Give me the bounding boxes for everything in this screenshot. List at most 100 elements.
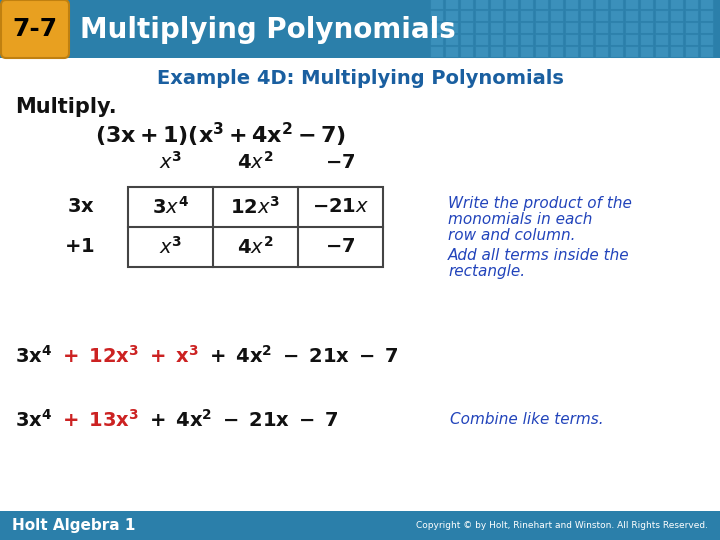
Bar: [580, 46, 593, 57]
Bar: [670, 22, 683, 33]
Text: Example 4D: Multiplying Polynomials: Example 4D: Multiplying Polynomials: [156, 69, 564, 87]
Bar: [565, 0, 578, 9]
Bar: [505, 0, 518, 9]
Bar: [128, 187, 383, 267]
Text: Combine like terms.: Combine like terms.: [450, 413, 603, 428]
Text: $\mathbf{3x^4}$: $\mathbf{3x^4}$: [15, 345, 52, 367]
Bar: [520, 22, 533, 33]
Bar: [460, 34, 473, 45]
Bar: [475, 0, 488, 9]
Bar: [610, 34, 623, 45]
Bar: [490, 0, 503, 9]
Bar: [625, 10, 638, 21]
Bar: [625, 46, 638, 57]
Text: Multiplying Polynomials: Multiplying Polynomials: [80, 16, 456, 44]
Bar: [685, 22, 698, 33]
Bar: [685, 10, 698, 21]
Bar: [685, 0, 698, 9]
Text: $\mathbf{\ +\ 12x^3}$: $\mathbf{\ +\ 12x^3}$: [52, 345, 139, 367]
Text: $\mathbf{+1}$: $\mathbf{+1}$: [64, 238, 95, 256]
Bar: [430, 10, 443, 21]
Text: $\mathbf{3x}$: $\mathbf{3x}$: [67, 198, 95, 217]
Text: $\mathbf{\ +\ x^3}$: $\mathbf{\ +\ x^3}$: [139, 345, 199, 367]
Bar: [505, 46, 518, 57]
Bar: [625, 22, 638, 33]
Text: $\mathbf{(3x + 1)(x^3 + 4x^2 - 7)}$: $\mathbf{(3x + 1)(x^3 + 4x^2 - 7)}$: [95, 121, 346, 149]
Bar: [445, 34, 458, 45]
Bar: [445, 46, 458, 57]
Bar: [430, 34, 443, 45]
Bar: [565, 22, 578, 33]
Bar: [460, 22, 473, 33]
Text: Holt Algebra 1: Holt Algebra 1: [12, 518, 135, 533]
Bar: [460, 0, 473, 9]
Bar: [595, 0, 608, 9]
Bar: [700, 34, 713, 45]
Bar: [595, 46, 608, 57]
Bar: [700, 10, 713, 21]
Text: monomials in each: monomials in each: [448, 212, 593, 227]
Text: $\mathbf{\ +\ 4x^2\ -\ 21x\ -\ 7}$: $\mathbf{\ +\ 4x^2\ -\ 21x\ -\ 7}$: [139, 409, 339, 431]
Bar: [0, 511, 720, 540]
Bar: [655, 0, 668, 9]
Bar: [565, 34, 578, 45]
Bar: [550, 46, 563, 57]
Bar: [490, 46, 503, 57]
Bar: [610, 10, 623, 21]
Text: $\mathbf{4\mathit{x}^2}$: $\mathbf{4\mathit{x}^2}$: [238, 151, 274, 173]
Bar: [625, 0, 638, 9]
Bar: [565, 46, 578, 57]
Text: Add all terms inside the: Add all terms inside the: [448, 248, 629, 263]
Bar: [655, 10, 668, 21]
Bar: [460, 46, 473, 57]
Bar: [700, 46, 713, 57]
Bar: [550, 0, 563, 9]
Text: $\mathbf{-21\mathit{x}}$: $\mathbf{-21\mathit{x}}$: [312, 198, 369, 217]
Bar: [670, 10, 683, 21]
Text: $\mathbf{-7}$: $\mathbf{-7}$: [325, 152, 356, 172]
Text: $\mathbf{\ +\ 4x^2\ -\ 21x\ -\ 7}$: $\mathbf{\ +\ 4x^2\ -\ 21x\ -\ 7}$: [199, 345, 399, 367]
Bar: [595, 34, 608, 45]
Text: Multiply.: Multiply.: [15, 97, 117, 117]
Bar: [520, 0, 533, 9]
Bar: [535, 10, 548, 21]
Bar: [580, 0, 593, 9]
Bar: [445, 10, 458, 21]
Bar: [535, 46, 548, 57]
Text: $\mathbf{12\mathit{x}^3}$: $\mathbf{12\mathit{x}^3}$: [230, 196, 281, 218]
Bar: [0, 0, 720, 58]
Bar: [685, 34, 698, 45]
Text: $\mathbf{\ +\ 13x^3}$: $\mathbf{\ +\ 13x^3}$: [52, 409, 139, 431]
Text: $\mathbf{\mathit{x}^3}$: $\mathbf{\mathit{x}^3}$: [159, 151, 182, 173]
Bar: [610, 22, 623, 33]
Bar: [655, 46, 668, 57]
Bar: [670, 46, 683, 57]
Bar: [580, 34, 593, 45]
Bar: [535, 22, 548, 33]
Bar: [670, 34, 683, 45]
Bar: [640, 0, 653, 9]
Text: $\mathbf{-7}$: $\mathbf{-7}$: [325, 238, 356, 256]
Bar: [505, 34, 518, 45]
Bar: [625, 34, 638, 45]
Bar: [580, 10, 593, 21]
Bar: [640, 46, 653, 57]
Bar: [430, 0, 443, 9]
Bar: [655, 34, 668, 45]
Bar: [475, 22, 488, 33]
Bar: [700, 22, 713, 33]
Bar: [535, 0, 548, 9]
Bar: [610, 46, 623, 57]
Bar: [430, 46, 443, 57]
Bar: [700, 0, 713, 9]
Text: $\mathbf{\mathit{x}^3}$: $\mathbf{\mathit{x}^3}$: [159, 236, 182, 258]
Bar: [490, 22, 503, 33]
Bar: [505, 10, 518, 21]
Bar: [475, 34, 488, 45]
Bar: [505, 22, 518, 33]
Bar: [520, 46, 533, 57]
Bar: [460, 10, 473, 21]
Bar: [475, 10, 488, 21]
Bar: [610, 0, 623, 9]
Text: $\mathbf{4\mathit{x}^2}$: $\mathbf{4\mathit{x}^2}$: [238, 236, 274, 258]
